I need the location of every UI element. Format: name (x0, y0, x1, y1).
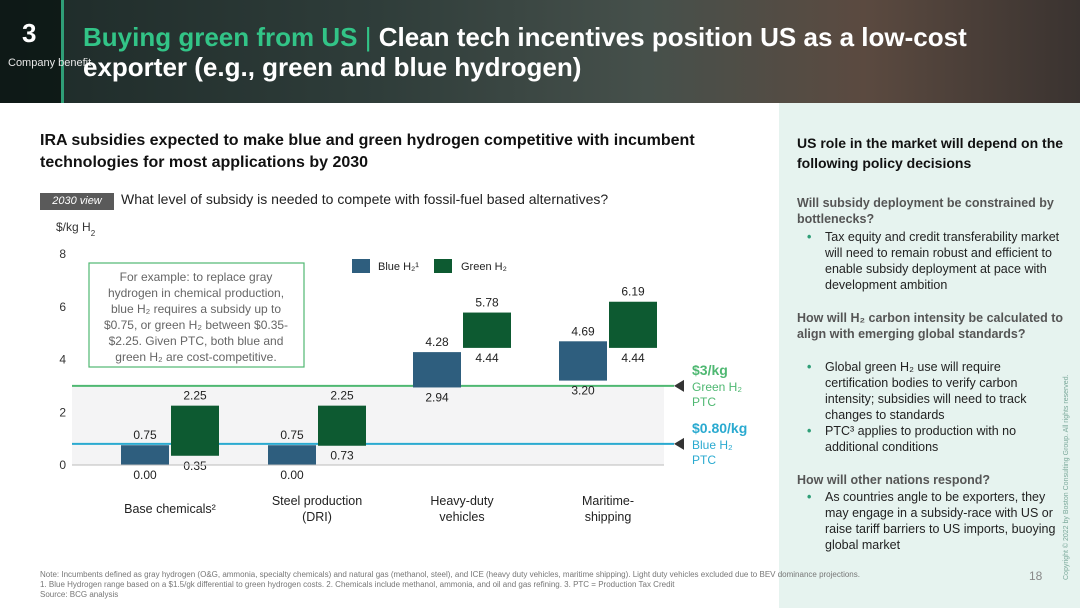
chart-bar (463, 312, 511, 348)
annotation-box (88, 262, 305, 368)
ptc-pointer-icon (674, 437, 684, 450)
bar-value-label: 0.35 (183, 459, 207, 473)
question-bottlenecks: Will subsidy deployment be constrained b… (797, 196, 1054, 226)
ptc-value-label: $0.80/kg (692, 420, 747, 436)
ptc-pointer-icon (674, 379, 684, 392)
annotation-text-line: blue H₂ requires a subsidy up to (111, 302, 281, 316)
bullets-other-nations: As countries angle to be exporters, they… (797, 489, 1067, 553)
x-category-label: Steel production (272, 494, 362, 508)
footnote-2: 1. Blue Hydrogen range based on a $1.5/g… (40, 580, 675, 589)
y-tick-label: 0 (59, 458, 66, 472)
ptc-type-label: PTC (692, 453, 716, 467)
x-category-label: Maritime- (582, 494, 634, 508)
ptc-type-label: Blue H₂ (692, 438, 733, 452)
bar-value-label: 0.00 (133, 468, 157, 482)
bar-value-label: 2.25 (330, 389, 354, 403)
list-item: Global green H₂ use will require certifi… (797, 359, 1067, 423)
y-tick-label: 2 (59, 405, 66, 419)
annotation-text-line: $0.75, or green H₂ between $0.35- (104, 318, 288, 332)
view-tag: 2030 view (40, 193, 114, 210)
bar-value-label: 2.25 (183, 389, 207, 403)
chart-bar (318, 405, 366, 446)
title-separator: | (364, 22, 372, 52)
y-tick-label: 8 (59, 247, 66, 261)
bar-value-label: 0.00 (280, 468, 304, 482)
ptc-type-label: PTC (692, 395, 716, 409)
header-banner: 3 Company benefit Buying green from US |… (0, 0, 1080, 103)
y-axis-label: $/kg H2 (56, 220, 96, 238)
chart-bar (559, 341, 607, 381)
bar-value-label: 0.75 (133, 428, 157, 442)
x-category-label: (DRI) (302, 510, 332, 524)
section-number: 3 (22, 18, 37, 48)
question-other-nations: How will other nations respond? (797, 473, 991, 487)
y-tick-label: 6 (59, 300, 66, 314)
panel-title: US role in the market will depend on the… (797, 135, 1064, 171)
y-tick-label: 4 (59, 353, 66, 367)
title-rest: Clean tech incentives position US as a l… (83, 22, 967, 82)
legend-swatch-blue (352, 259, 370, 273)
bar-value-label: 0.75 (280, 428, 304, 442)
chart-question: What level of subsidy is needed to compe… (121, 191, 609, 207)
policy-panel: US role in the market will depend on the… (779, 103, 1080, 608)
legend-swatch-green (434, 259, 452, 273)
annotation-text-line: green H₂ are cost-competitive. (115, 350, 276, 364)
chart-bar (413, 352, 461, 388)
list-item: Tax equity and credit transferability ma… (797, 229, 1067, 293)
ptc-shaded-region (72, 385, 664, 465)
section-label: Company benefit (8, 57, 92, 69)
annotation-text-line: For example: to replace gray (120, 270, 273, 284)
x-category-label: shipping (585, 510, 632, 524)
bar-value-label: 6.19 (621, 285, 645, 299)
x-category-label: vehicles (439, 510, 484, 524)
section-marker (0, 0, 64, 103)
bar-value-label: 2.94 (425, 390, 449, 404)
chart-subtitle: IRA subsidies expected to make blue and … (40, 132, 695, 171)
bar-value-label: 4.28 (425, 335, 449, 349)
chart-bar (609, 301, 657, 348)
bar-value-label: 0.73 (330, 449, 354, 463)
copyright: Copyright © 2022 by Boston Consulting Gr… (1063, 374, 1070, 580)
footnote-1: Note: Incumbents defined as gray hydroge… (40, 570, 860, 579)
x-category-label: Base chemicals² (124, 502, 216, 516)
ptc-type-label: Green H₂ (692, 380, 742, 394)
bullets-bottlenecks: Tax equity and credit transferability ma… (797, 229, 1067, 293)
bullets-carbon-intensity: Global green H₂ use will require certifi… (797, 359, 1067, 455)
page-number: 18 (1029, 569, 1043, 583)
bar-value-label: 4.44 (475, 351, 499, 365)
list-item: As countries angle to be exporters, they… (797, 489, 1067, 553)
annotation-text-line: hydrogen in chemical production, (108, 286, 284, 300)
chart-bar (171, 405, 219, 456)
chart-bar (268, 445, 316, 465)
chart-bar (121, 445, 169, 465)
ptc-value-label: $3/kg (692, 362, 728, 378)
bar-value-label: 4.69 (571, 324, 595, 338)
page-title: Buying green from US | Clean tech incent… (83, 22, 1043, 82)
legend-label-green: Green H₂ (461, 261, 507, 273)
bar-value-label: 4.44 (621, 351, 645, 365)
footnote-source: Source: BCG analysis (40, 590, 119, 599)
x-category-label: Heavy-duty (430, 494, 494, 508)
footnotes: Note: Incumbents defined as gray hydroge… (40, 570, 1000, 600)
bar-value-label: 5.78 (475, 296, 499, 310)
legend-label-blue: Blue H₂¹ (378, 261, 419, 273)
list-item: PTC³ applies to production with no addit… (797, 423, 1067, 455)
annotation-text-line: $2.25. Given PTC, both blue and (109, 334, 284, 348)
title-highlight: Buying green from US (83, 22, 358, 52)
bar-value-label: 3.20 (571, 384, 595, 398)
question-carbon-intensity: How will H₂ carbon intensity be calculat… (797, 311, 1064, 341)
